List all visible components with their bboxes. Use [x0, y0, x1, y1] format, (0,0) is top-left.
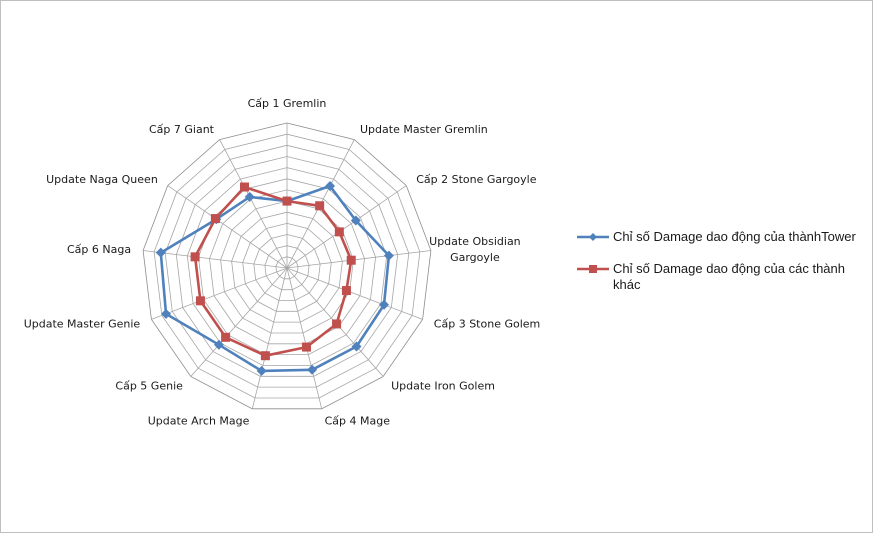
radar-grid: [142, 122, 432, 410]
legend-item-tower: Chỉ số Damage dao động của thànhTower: [577, 229, 867, 245]
category-label: Cấp 5 Genie: [115, 380, 183, 393]
category-labels: Cấp 1 Gremlin Update Master Gremlin Cấp 2 …: [24, 97, 541, 427]
series-1-point-4: [341, 286, 351, 296]
legend-swatch-other: [577, 265, 609, 273]
series-0-point-5: [351, 341, 362, 352]
category-label: Update Iron Golem: [391, 380, 495, 393]
series-1-point-2: [334, 227, 344, 237]
category-label: Cấp 4 Mage: [325, 414, 391, 427]
series-0-point-2: [350, 215, 361, 226]
grid-spoke: [286, 250, 431, 269]
category-label: Cấp 1 Gremlin: [248, 97, 327, 110]
grid-spoke: [190, 267, 288, 377]
series-1-point-1: [315, 201, 325, 211]
legend-item-other: Chỉ số Damage dao động của các thành khá…: [577, 261, 867, 293]
series-1-point-7: [260, 351, 270, 361]
grid-ring: [142, 122, 432, 410]
series-1-point-3: [346, 255, 356, 265]
category-label: Update Master Genie: [24, 318, 141, 331]
legend-swatch-tower: [577, 233, 609, 241]
grid-ring: [253, 234, 321, 301]
legend: Chỉ số Damage dao động của thànhTower Ch…: [577, 229, 867, 309]
series-0-point-6: [307, 364, 318, 375]
category-label: Update Naga Queen: [46, 173, 158, 186]
grid-spoke: [286, 267, 323, 409]
legend-label-tower: Chỉ số Damage dao động của thànhTower: [613, 229, 856, 244]
grid-ring: [242, 222, 332, 312]
series-0-point-4: [378, 299, 389, 310]
grid-spoke: [286, 267, 423, 320]
grid-spoke: [151, 267, 288, 320]
grid-spoke: [286, 185, 407, 269]
series-1-point-11: [210, 214, 220, 224]
grid-spoke: [167, 185, 288, 269]
series-0-point-12: [244, 191, 255, 202]
category-label: Update Master Gremlin: [360, 123, 488, 136]
series-line-0: [159, 184, 391, 373]
series-layer: [155, 181, 394, 376]
category-label: Update Arch Mage: [148, 414, 250, 427]
category-label: Cấp 6 Naga: [67, 243, 131, 256]
grid-ring: [264, 245, 310, 291]
series-0-point-9: [161, 308, 172, 319]
series-1-point-12: [239, 182, 249, 192]
series-line-1: [193, 185, 353, 358]
grid-ring: [164, 144, 410, 388]
series-0-point-7: [256, 365, 267, 376]
series-0-point-8: [213, 339, 224, 350]
category-label: Cấp 2 Stone Gargoyle: [416, 173, 537, 186]
series-1-point-5: [332, 319, 342, 329]
grid-ring: [197, 178, 377, 356]
series-1-point-9: [195, 296, 205, 306]
series-1-point-8: [221, 332, 231, 342]
series-0-point-10: [155, 247, 166, 258]
grid-spoke: [219, 139, 288, 269]
grid-spoke: [143, 250, 288, 269]
grid-ring: [175, 156, 399, 377]
series-1-point-6: [301, 342, 311, 352]
legend-label-other: Chỉ số Damage dao động của các thành khá…: [613, 261, 845, 292]
category-label: Cấp 7 Giant: [149, 123, 215, 136]
series-0-point-3: [383, 250, 394, 261]
grid-ring: [153, 133, 421, 399]
grid-ring: [220, 200, 354, 334]
series-1-point-0: [282, 196, 292, 206]
series-1-point-10: [190, 252, 200, 262]
grid-ring: [275, 256, 299, 280]
grid-spoke: [251, 267, 288, 409]
category-label: Cấp 3 Stone Golem: [434, 318, 540, 331]
grid-ring: [231, 211, 343, 323]
category-label: Update Obsidian Gargoyle: [429, 235, 521, 264]
grid-ring: [186, 167, 388, 366]
series-0-point-1: [325, 181, 336, 192]
grid-ring: [209, 189, 365, 345]
